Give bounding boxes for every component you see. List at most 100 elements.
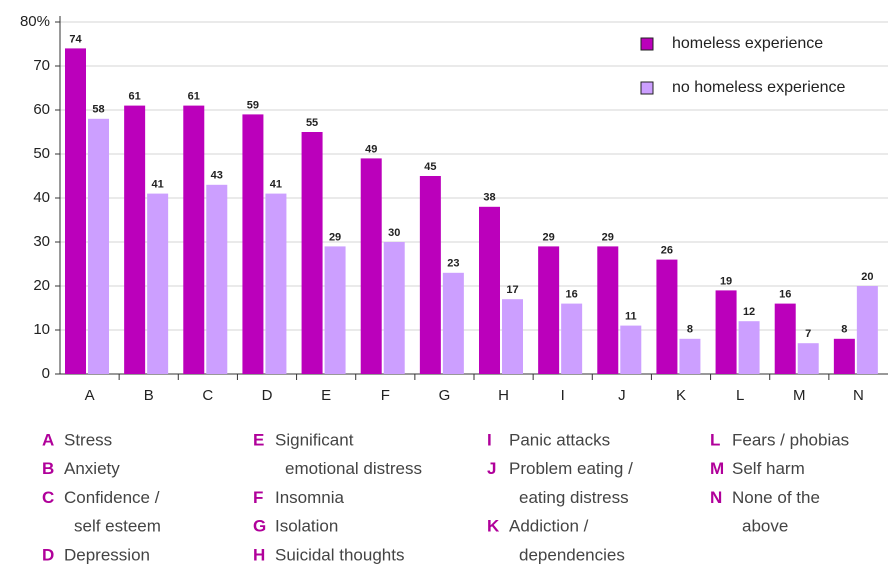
x-tick-label: B xyxy=(144,387,154,404)
x-tick-label: F xyxy=(381,387,390,404)
bar xyxy=(479,206,500,374)
key-text: emotional distress xyxy=(285,459,422,478)
bar xyxy=(538,246,560,374)
key-text: Stress xyxy=(64,430,112,449)
bar xyxy=(442,272,464,374)
legend-swatch xyxy=(640,81,654,95)
value-label: 11 xyxy=(625,311,637,323)
key-letter: B xyxy=(42,459,54,478)
key-text: self esteem xyxy=(74,517,161,536)
y-tick-label: 10 xyxy=(33,321,50,338)
value-label: 61 xyxy=(188,91,200,103)
x-tick-label: K xyxy=(676,387,686,404)
legend-label: homeless experience xyxy=(672,35,823,52)
key-text: Problem eating / xyxy=(509,459,633,478)
bar xyxy=(738,321,760,374)
x-tick-label: L xyxy=(736,387,744,404)
key-text: eating distress xyxy=(519,488,629,507)
key-text: Depression xyxy=(64,545,150,564)
bar xyxy=(147,193,169,374)
key-letter: N xyxy=(710,488,722,507)
value-label: 59 xyxy=(247,99,259,111)
y-tick-label: 0 xyxy=(42,365,50,382)
key-text: Significant xyxy=(275,430,354,449)
bar xyxy=(797,343,819,374)
key-letter: D xyxy=(42,545,54,564)
x-tick-label: M xyxy=(793,387,806,404)
key-letter: H xyxy=(253,545,265,564)
value-label: 12 xyxy=(743,306,755,318)
bar xyxy=(206,184,228,374)
key-text: Panic attacks xyxy=(509,430,610,449)
value-label: 19 xyxy=(720,275,732,287)
key-letter: M xyxy=(710,459,724,478)
value-label: 26 xyxy=(661,245,673,257)
value-label: 7 xyxy=(805,328,811,340)
bar xyxy=(419,176,441,374)
bar xyxy=(774,303,796,374)
bar xyxy=(620,325,642,374)
key-text: Isolation xyxy=(275,517,338,536)
legend-swatch xyxy=(640,37,654,51)
value-label: 16 xyxy=(566,289,578,301)
key-text: Confidence / xyxy=(64,488,160,507)
key-letter: A xyxy=(42,430,54,449)
x-tick-label: C xyxy=(202,387,213,404)
x-tick-label: H xyxy=(498,387,509,404)
value-label: 8 xyxy=(841,324,847,336)
bar xyxy=(242,114,264,375)
key-letter: E xyxy=(253,430,264,449)
bar xyxy=(679,338,701,374)
key-text: None of the xyxy=(732,488,820,507)
legend-label: no homeless experience xyxy=(672,79,846,96)
y-tick-label: 80% xyxy=(20,13,50,30)
key-text: dependencies xyxy=(519,545,625,564)
value-label: 58 xyxy=(92,104,104,116)
value-label: 8 xyxy=(687,324,693,336)
value-label: 29 xyxy=(329,231,341,243)
key-letter: C xyxy=(42,488,54,507)
key-text: above xyxy=(742,517,788,536)
bar xyxy=(324,246,346,374)
x-tick-label: D xyxy=(262,387,273,404)
y-tick-label: 30 xyxy=(33,233,50,250)
bar xyxy=(183,105,205,374)
value-label: 74 xyxy=(69,33,82,45)
bar xyxy=(383,242,405,374)
y-tick-label: 40 xyxy=(33,189,50,206)
key-letter: I xyxy=(487,430,492,449)
value-label: 41 xyxy=(152,179,164,191)
value-label: 29 xyxy=(602,231,614,243)
value-label: 38 xyxy=(483,192,495,204)
y-tick-label: 20 xyxy=(33,277,50,294)
key-text: Anxiety xyxy=(64,459,120,478)
x-tick-label: A xyxy=(85,387,95,404)
value-label: 49 xyxy=(365,143,377,155)
value-label: 45 xyxy=(424,161,436,173)
bar xyxy=(856,286,878,374)
x-tick-label: N xyxy=(853,387,864,404)
x-tick-label: J xyxy=(618,387,626,404)
value-label: 17 xyxy=(506,284,518,296)
value-label: 43 xyxy=(211,170,223,182)
key-text: Self harm xyxy=(732,459,805,478)
x-tick-label: G xyxy=(439,387,451,404)
key-letter: G xyxy=(253,517,266,536)
bar xyxy=(502,299,523,374)
value-label: 61 xyxy=(129,91,141,103)
value-label: 55 xyxy=(306,117,318,129)
bar xyxy=(124,105,146,374)
value-label: 29 xyxy=(543,231,555,243)
y-tick-label: 70 xyxy=(33,57,50,74)
bar xyxy=(65,48,86,375)
key-text: Addiction / xyxy=(509,517,589,536)
bar xyxy=(301,132,323,374)
key-letter: F xyxy=(253,488,263,507)
value-label: 41 xyxy=(270,179,282,191)
key-text: Insomnia xyxy=(275,488,345,507)
bar xyxy=(597,246,619,374)
bar xyxy=(833,338,855,374)
value-label: 23 xyxy=(447,258,459,270)
y-tick-label: 60 xyxy=(33,101,50,118)
